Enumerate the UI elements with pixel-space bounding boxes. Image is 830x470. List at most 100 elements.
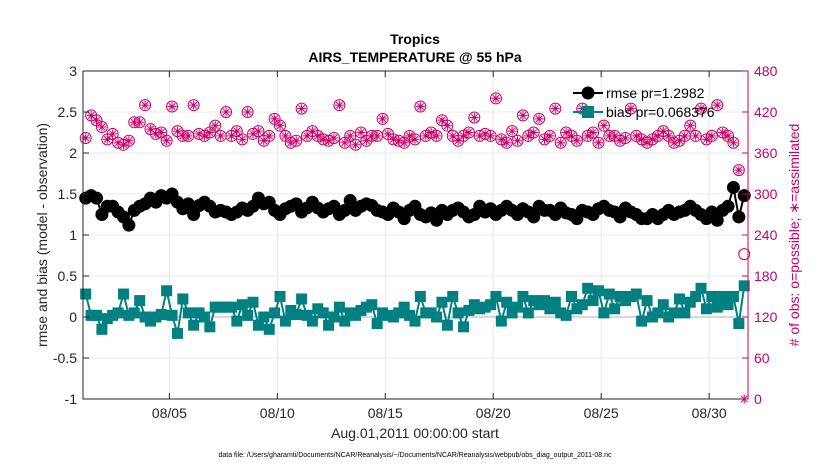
bias-point — [204, 321, 216, 333]
x-axis-label: Aug.01,2011 00:00:00 start — [331, 425, 499, 441]
y-tick-label: 0.5 — [58, 268, 78, 284]
bias-point — [592, 285, 604, 297]
asterisk-stroke — [271, 115, 279, 123]
asterisk-stroke — [486, 132, 495, 140]
y-tick-label: -1 — [65, 391, 78, 407]
obs-assimilated-point — [588, 128, 598, 137]
bias-point — [700, 303, 712, 315]
obs-assimilated-point — [620, 133, 630, 143]
bias-point — [441, 319, 453, 331]
axis-ticks: -1 -0.5 0 0.5 1 1.5 2 2.5 3 08/05 08/10 08/15 08/20 0… — [53, 63, 778, 421]
obs-assimilated-point — [286, 138, 296, 148]
obs-assimilated-point — [259, 136, 269, 146]
asterisk-stroke — [508, 127, 516, 135]
asterisk-stroke — [411, 135, 419, 143]
obs-possible-point — [549, 102, 562, 115]
obs-assimilated-point — [604, 131, 614, 141]
bias-point — [630, 288, 642, 300]
obs-assimilated-point — [518, 110, 528, 120]
bias-point — [565, 291, 577, 302]
legend-marker-bias — [582, 106, 594, 118]
rmse-point — [732, 210, 746, 224]
bias-point — [490, 291, 502, 302]
asterisk-stroke — [211, 122, 219, 130]
asterisk-stroke — [146, 125, 155, 133]
bias-point — [560, 309, 572, 321]
obs-possible-point — [511, 134, 524, 147]
asterisk-stroke — [573, 137, 581, 145]
obs-possible-point — [230, 125, 243, 138]
asterisk-stroke — [519, 111, 527, 119]
asterisk-stroke — [92, 116, 101, 124]
asterisk-stroke — [379, 115, 387, 123]
bias-point — [161, 285, 173, 297]
bias-point — [393, 307, 405, 319]
x-tick-label: 08/20 — [476, 405, 511, 421]
obs-possible-point — [468, 111, 481, 124]
obs-assimilated-point — [728, 138, 738, 148]
bias-point — [166, 309, 178, 321]
asterisk-stroke — [600, 122, 608, 130]
bias-point — [495, 315, 507, 327]
bias-point — [236, 299, 248, 311]
x-tick-label: 08/25 — [584, 405, 619, 421]
rmse-point — [726, 180, 740, 194]
obs-assimilated-point — [243, 107, 253, 117]
chart-subtitle: AIRS_TEMPERATURE @ 55 hPa — [308, 49, 522, 65]
rmse-point — [721, 199, 735, 213]
bias-point — [673, 293, 685, 305]
y-tick-label: 1.5 — [58, 186, 78, 202]
obs-possible-point — [732, 164, 745, 177]
rmse-point — [181, 197, 195, 211]
obs-possible-point — [274, 119, 287, 132]
obs-assimilated-point — [210, 121, 220, 131]
bias-point — [188, 319, 200, 331]
bias-point — [96, 323, 108, 335]
bias-point — [366, 299, 378, 311]
bias-point — [301, 309, 313, 321]
obs-assimilated-point — [178, 131, 188, 141]
obs-assimilated-point — [345, 131, 355, 141]
y-right-tick-label: 420 — [754, 104, 778, 120]
asterisk-stroke — [557, 139, 565, 147]
obs-possible-point — [209, 119, 222, 132]
asterisk-stroke — [535, 115, 543, 123]
obs-possible-point — [236, 133, 249, 146]
asterisk-stroke — [125, 137, 133, 145]
bias-point — [279, 315, 291, 327]
asterisk-stroke — [87, 111, 95, 119]
bias-point — [134, 295, 146, 307]
obs-assimilated-point — [183, 131, 193, 141]
bias-point — [171, 327, 183, 339]
asterisk-stroke — [103, 135, 111, 143]
obs-assimilated-point — [637, 134, 647, 144]
obs-assimilated-point — [723, 131, 733, 141]
obs-assimilated-point — [593, 138, 603, 148]
asterisk-stroke — [589, 128, 597, 137]
asterisk-stroke — [735, 166, 743, 174]
obs-assimilated-point — [540, 134, 550, 144]
y-axis-label: rmse and bias (model - observation) — [34, 123, 50, 347]
obs-assimilated-point — [426, 128, 436, 137]
asterisk-stroke — [298, 105, 306, 113]
obs-possible-point — [376, 112, 389, 125]
bias-point — [328, 311, 340, 323]
asterisk-stroke — [605, 132, 613, 140]
chart-title: Tropics — [390, 31, 440, 47]
obs-possible-point — [597, 119, 610, 132]
asterisk-stroke — [109, 130, 117, 138]
obs-possible-point — [684, 119, 697, 132]
obs-assimilated-point — [372, 131, 382, 141]
bias-point — [576, 299, 588, 311]
bias-point — [452, 307, 464, 319]
obs-possible-point — [414, 100, 427, 113]
bias-point — [128, 307, 140, 319]
asterisk-stroke — [206, 128, 214, 137]
obs-possible-point — [711, 99, 724, 112]
y-right-tick-label: 0 — [754, 391, 762, 407]
obs-possible-point — [160, 134, 173, 147]
y-tick-label: 0 — [69, 309, 77, 325]
asterisk-stroke — [427, 128, 435, 137]
obs-possible-point — [624, 102, 637, 115]
bias-point — [706, 291, 718, 302]
